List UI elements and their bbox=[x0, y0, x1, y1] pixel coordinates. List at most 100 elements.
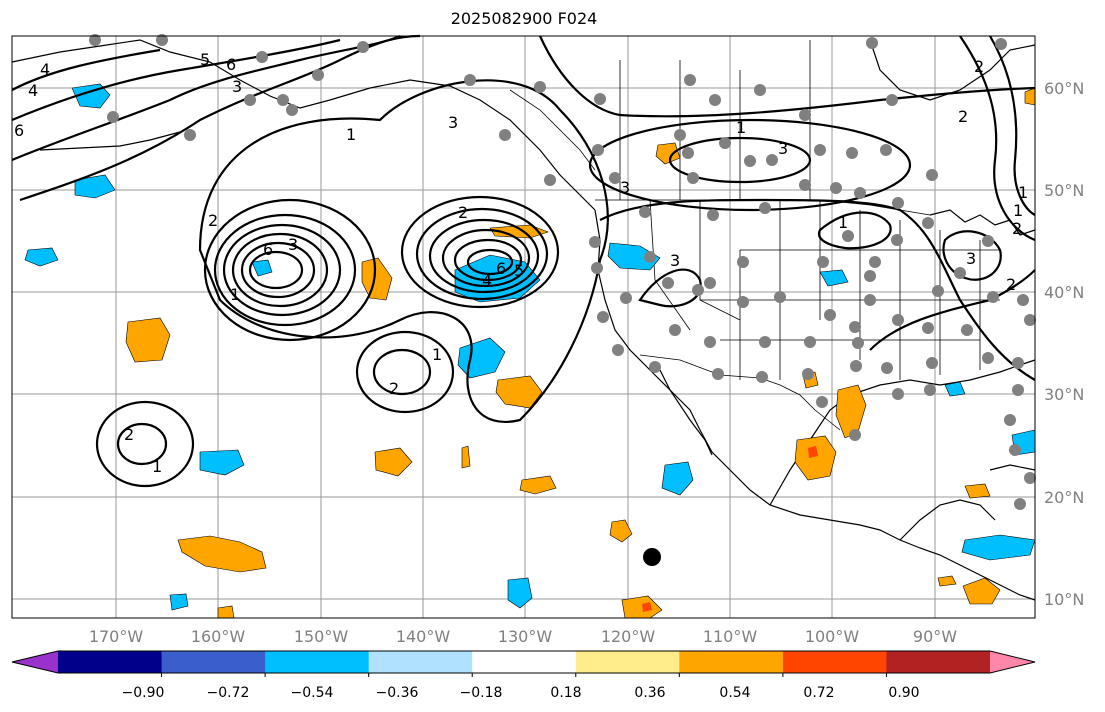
contour bbox=[11, 34, 401, 162]
neg-area bbox=[74, 174, 116, 199]
station-dot bbox=[544, 174, 556, 186]
station-dot bbox=[891, 234, 903, 246]
contour bbox=[989, 35, 1036, 216]
station-dot bbox=[932, 285, 944, 297]
alaska-canada-border bbox=[509, 89, 596, 171]
station-dot bbox=[674, 129, 686, 141]
pos-area bbox=[621, 595, 663, 619]
station-dot bbox=[814, 144, 826, 156]
contour bbox=[441, 228, 531, 288]
station-dot bbox=[886, 94, 898, 106]
contour-label: 6 bbox=[263, 240, 273, 259]
station-dot bbox=[107, 111, 119, 123]
station-dot bbox=[737, 256, 749, 268]
station-dot bbox=[594, 93, 606, 105]
colorbar-segment bbox=[368, 651, 473, 673]
station-dot bbox=[644, 251, 656, 263]
station-dot bbox=[846, 147, 858, 159]
station-dot bbox=[1024, 314, 1036, 326]
station-dot bbox=[669, 324, 681, 336]
lon-label: 130°W bbox=[498, 627, 553, 646]
station-dot bbox=[854, 187, 866, 199]
contour bbox=[240, 241, 316, 299]
colorbar-extend-low bbox=[12, 651, 58, 673]
strong-pos-area bbox=[808, 446, 818, 458]
station-dot bbox=[922, 217, 934, 229]
station-dot bbox=[620, 292, 632, 304]
neg-area bbox=[819, 269, 849, 287]
station-dot bbox=[277, 94, 289, 106]
contour bbox=[222, 223, 342, 317]
contour bbox=[466, 248, 514, 276]
station-dot bbox=[754, 84, 766, 96]
contour bbox=[942, 230, 1002, 281]
station-dot bbox=[589, 236, 601, 248]
colorbar-tick-label: −0.90 bbox=[122, 685, 165, 701]
contour-label: 2 bbox=[1012, 219, 1022, 238]
station-dot bbox=[982, 235, 994, 247]
station-dot bbox=[1024, 472, 1036, 484]
cuba-coast bbox=[989, 464, 1036, 471]
station-dot bbox=[924, 384, 936, 396]
contour-label: 2 bbox=[124, 425, 134, 444]
colorbar-segment bbox=[782, 651, 887, 673]
pos-area bbox=[177, 535, 267, 573]
lon-label: 110°W bbox=[703, 627, 758, 646]
station-dot bbox=[864, 294, 876, 306]
station-dot bbox=[892, 197, 904, 209]
station-dot bbox=[995, 38, 1007, 50]
lat-label: 20°N bbox=[1044, 488, 1084, 507]
station-dot bbox=[312, 69, 324, 81]
west-coast bbox=[594, 209, 1036, 601]
station-dot bbox=[802, 368, 814, 380]
station-dot bbox=[982, 352, 994, 364]
contour-label: 2 bbox=[974, 57, 984, 76]
colorbar-extend-high bbox=[990, 651, 1035, 673]
neg-area bbox=[507, 577, 533, 609]
station-dot bbox=[712, 368, 724, 380]
colorbar-segment bbox=[886, 651, 991, 673]
contour-label: 1 bbox=[736, 118, 746, 137]
contour bbox=[588, 118, 912, 212]
colorbar-tick-label: 0.54 bbox=[719, 685, 750, 701]
colorbar-segment bbox=[575, 651, 680, 673]
station-dot bbox=[766, 154, 778, 166]
station-dot bbox=[1004, 414, 1016, 426]
station-dot bbox=[639, 206, 651, 218]
contour bbox=[415, 207, 549, 301]
station-dot bbox=[609, 172, 621, 184]
station-dot bbox=[499, 129, 511, 141]
contour bbox=[116, 422, 168, 466]
station-dot bbox=[687, 172, 699, 184]
station-dot bbox=[817, 256, 829, 268]
contour bbox=[203, 198, 377, 342]
station-dot bbox=[244, 94, 256, 106]
contour-label: 2 bbox=[458, 203, 468, 222]
lon-label: 170°W bbox=[89, 627, 144, 646]
contour-label: 1 bbox=[230, 285, 240, 304]
map-frame bbox=[11, 35, 1036, 619]
contour-label: 4 bbox=[40, 60, 50, 79]
neg-area bbox=[199, 449, 245, 476]
lon-label: 150°W bbox=[294, 627, 349, 646]
aleutian-chain bbox=[39, 131, 181, 151]
stations bbox=[89, 34, 1036, 510]
station-dot bbox=[926, 357, 938, 369]
station-dot bbox=[89, 34, 101, 46]
station-dot bbox=[591, 262, 603, 274]
contour-label: 4 bbox=[28, 81, 38, 100]
station-dot bbox=[850, 360, 862, 372]
contour-label: 3 bbox=[966, 249, 976, 268]
colorbar-outline bbox=[11, 650, 1036, 674]
pos-area bbox=[609, 519, 633, 543]
contour-label: 5 bbox=[200, 50, 210, 69]
contour-label: 3 bbox=[620, 178, 630, 197]
station-dot bbox=[1012, 357, 1024, 369]
neg-area bbox=[607, 242, 661, 271]
station-dot bbox=[849, 321, 861, 333]
longitude-labels: 170°W 160°W 150°W 140°W 130°W 120°W 110°… bbox=[89, 627, 957, 646]
station-dot bbox=[1017, 294, 1029, 306]
station-dot bbox=[704, 277, 716, 289]
lat-label: 40°N bbox=[1044, 283, 1084, 302]
station-dot bbox=[926, 169, 938, 181]
